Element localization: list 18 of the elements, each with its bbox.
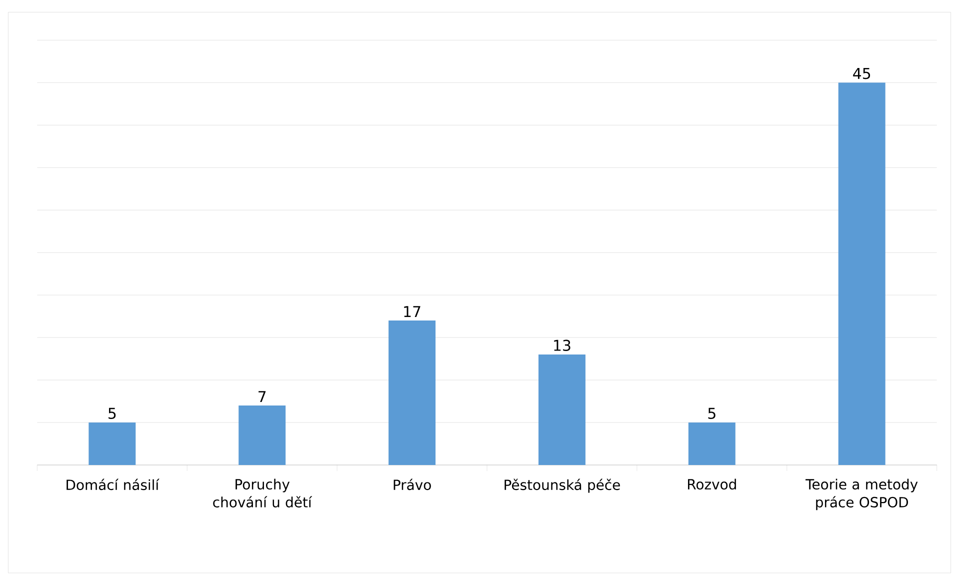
bar: [538, 354, 586, 465]
bar: [238, 405, 286, 465]
x-tick-label: Poruchy chování u dětí: [213, 478, 312, 508]
data-label: 7: [258, 391, 266, 402]
x-tick-label: Teorie a metody práce OSPOD: [806, 478, 918, 510]
x-tick-label: Pěstounská péče: [504, 478, 620, 493]
bar: [688, 422, 736, 465]
data-label: 5: [108, 408, 116, 419]
x-tick-label: Domácí násilí: [66, 478, 160, 490]
data-label: 5: [708, 408, 716, 419]
bar: [388, 320, 436, 465]
data-label: 13: [554, 340, 570, 351]
data-label: 17: [404, 306, 420, 317]
bar: [838, 82, 886, 465]
data-label: 45: [853, 68, 870, 80]
x-tick-label: Právo: [394, 478, 431, 490]
x-tick-label: Rozvod: [688, 478, 736, 490]
bar: [88, 422, 136, 465]
